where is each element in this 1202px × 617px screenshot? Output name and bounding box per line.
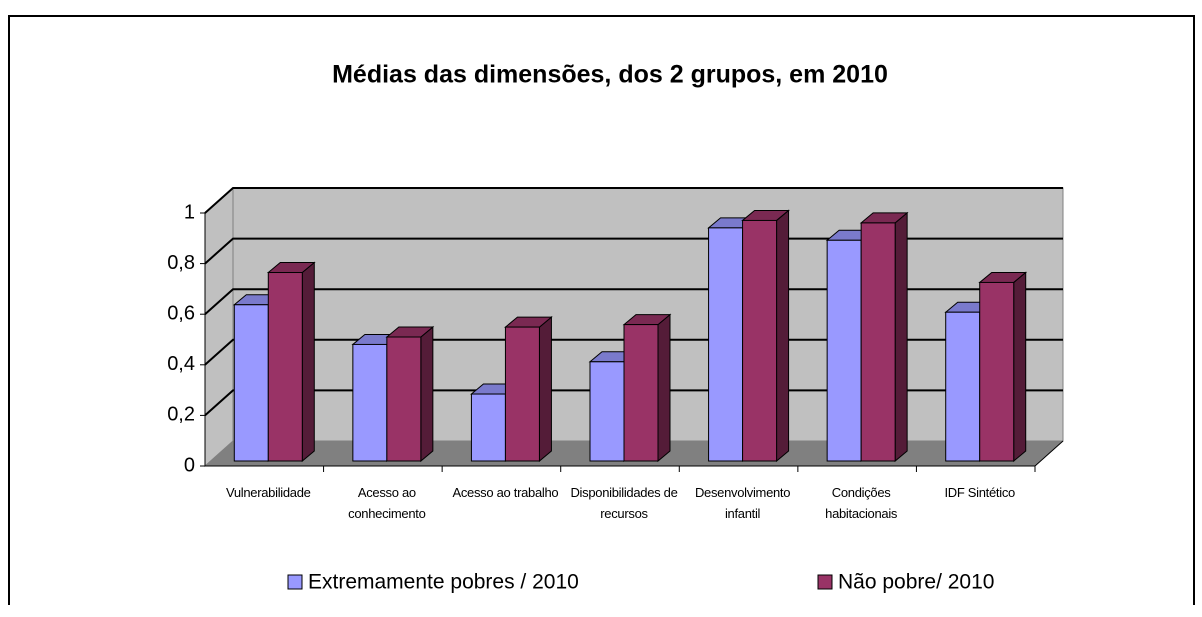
x-tick-label: IDF Sintético [944, 485, 1015, 500]
grid-line [204, 187, 1063, 214]
chart-border [8, 15, 1195, 605]
bar-side [538, 316, 552, 463]
x-tick-label: Acesso ao conhecimento [348, 485, 426, 521]
bar [386, 336, 422, 462]
y-tick-label: 0,4 [167, 353, 195, 375]
legend-label: Extremamente pobres / 2010 [308, 571, 579, 594]
bar [945, 311, 981, 462]
bar [708, 227, 744, 462]
y-tick-label: 1 [184, 201, 195, 223]
bar [589, 361, 625, 462]
bar-side [301, 261, 315, 463]
bar [233, 304, 269, 462]
bar-side [894, 211, 908, 463]
bar-side [776, 209, 790, 463]
x-tick-label: Disponibilidades de recursos [570, 485, 678, 521]
x-tick-label: Vulnerabilidade [225, 485, 311, 500]
y-tick-label: 0 [184, 454, 195, 476]
bar [742, 219, 778, 462]
bar-side [657, 313, 671, 463]
y-tick-label: 0,6 [167, 302, 195, 324]
y-tick-label: 0,2 [167, 404, 195, 426]
bar [470, 393, 506, 462]
bar-side [1013, 271, 1027, 463]
bar [352, 343, 388, 462]
side-wall [204, 186, 234, 468]
bar [860, 222, 896, 462]
legend-label: Não pobre/ 2010 [838, 571, 994, 594]
chart-title: Médias das dimensões, dos 2 grupos, em 2… [332, 61, 888, 89]
y-tick-label: 0,8 [167, 252, 195, 274]
bar-side [420, 325, 434, 463]
bar [504, 326, 540, 462]
x-tick-label: Condições habitacionais [825, 485, 898, 521]
x-tick-label: Acesso ao trabalho [452, 485, 559, 500]
bar [267, 272, 303, 462]
bar [623, 324, 659, 462]
legend-swatch [817, 574, 833, 590]
legend-swatch [287, 574, 303, 590]
bar [979, 281, 1015, 462]
bar [826, 239, 862, 462]
x-tick-label: Desenvolvimento infantil [694, 485, 791, 521]
